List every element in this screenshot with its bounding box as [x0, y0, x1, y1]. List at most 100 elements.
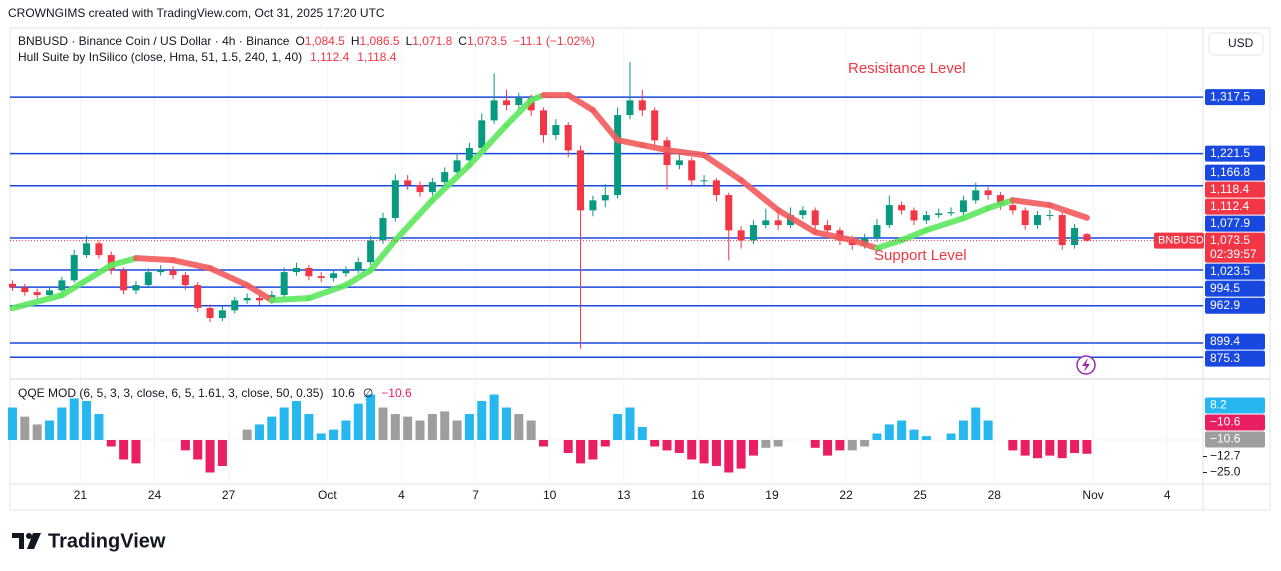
qqe-bar	[106, 440, 116, 447]
candle-body	[725, 195, 733, 231]
qqe-bar	[205, 440, 215, 473]
level-tag: 899.4	[1210, 334, 1240, 348]
qqe-legend: QQE MOD (6, 5, 3, 3, close, 6, 5, 1.61, …	[18, 386, 412, 400]
hull-segment	[701, 152, 745, 184]
candle-body	[144, 272, 152, 286]
qqe-tag: −10.6	[1210, 415, 1241, 429]
qqe-bar	[440, 411, 450, 441]
qqe-tick-label: −25.0	[1210, 465, 1241, 479]
qqe-bar	[662, 440, 672, 451]
candle-body	[342, 270, 350, 274]
qqe-bar	[1057, 440, 1067, 459]
candle-body	[898, 205, 906, 211]
qqe-tick-label: −12.7	[1210, 449, 1241, 463]
qqe-bar	[131, 440, 141, 464]
price-tag: 1,073.5	[1210, 233, 1250, 247]
qqe-bar	[267, 416, 277, 441]
qqe-bar	[588, 440, 598, 460]
currency[interactable]: USD	[1228, 36, 1254, 50]
candle-body	[243, 298, 251, 301]
candle-body	[83, 243, 91, 256]
x-tick-label: 28	[988, 488, 1002, 502]
candle-body	[996, 195, 1004, 206]
qqe-tag-box	[1205, 414, 1265, 431]
candle-body	[552, 125, 560, 136]
qqe-bar	[82, 401, 92, 441]
hull-segment	[58, 262, 115, 299]
candle-body	[959, 200, 967, 213]
candle-body	[428, 182, 436, 193]
candle-body	[910, 210, 918, 221]
qqe-bar	[7, 407, 17, 441]
qqe-bar	[353, 403, 363, 441]
level-tag-box	[1205, 145, 1265, 162]
qqe-bar	[1082, 440, 1092, 454]
hull-segment	[170, 257, 214, 272]
qqe-bar	[897, 420, 907, 441]
candle-body	[502, 100, 510, 106]
x-tick-label: Nov	[1082, 488, 1103, 502]
candle-body	[8, 283, 16, 288]
level-tag-box	[1205, 263, 1265, 280]
qqe-bar	[501, 407, 511, 441]
candle-body	[984, 190, 992, 196]
x-tick-label: 7	[472, 488, 479, 502]
hull-segment	[898, 227, 930, 244]
candle-body	[465, 148, 473, 161]
hull-segment	[342, 267, 374, 289]
qqe-bar	[847, 440, 857, 451]
candle-body	[490, 100, 498, 121]
candle-body	[441, 172, 449, 183]
symbol-tag: BNBUSD	[1158, 235, 1204, 247]
candle-body	[1034, 215, 1042, 226]
level-tag: 1,023.5	[1210, 264, 1250, 278]
qqe-value: 10.6	[331, 386, 355, 400]
qqe-bar	[1020, 440, 1030, 456]
level-tag-box	[1205, 280, 1265, 297]
qqe-value: ∅	[363, 386, 373, 400]
candle-body	[1071, 228, 1079, 246]
qqe-tag: −10.6	[1210, 432, 1241, 446]
ohlc-value: 1,071.8	[412, 34, 452, 48]
hull-segment	[108, 255, 139, 269]
level-tag: 1,166.8	[1210, 165, 1250, 179]
qqe-bar	[600, 440, 610, 447]
qqe-tag: 8.2	[1210, 398, 1227, 412]
qqe-bar	[415, 420, 425, 441]
candle-body	[799, 210, 807, 216]
qqe-bar	[57, 407, 67, 441]
chart-frame	[9, 27, 1271, 511]
level-tag: 1,317.5	[1210, 89, 1250, 103]
candle-body	[935, 213, 943, 216]
hull-segment	[812, 229, 856, 244]
hull-segment	[1046, 202, 1090, 221]
ohlc-key: L	[406, 34, 413, 48]
qqe-value: −10.6	[381, 386, 412, 400]
candle-body	[1083, 234, 1091, 241]
level-tag: 1,077.9	[1210, 216, 1250, 230]
qqe-bar	[452, 420, 462, 441]
candle-body	[453, 160, 461, 173]
qqe-bar	[180, 440, 190, 451]
currency-button[interactable]	[1208, 32, 1264, 56]
candle-body	[774, 220, 782, 226]
candle-body	[379, 218, 387, 241]
qqe-bar	[884, 424, 894, 441]
alert-icon[interactable]	[1076, 355, 1096, 375]
qqe-bar	[526, 420, 536, 441]
hull-segment	[565, 92, 596, 114]
candle-body	[169, 270, 177, 276]
qqe-bar	[748, 440, 758, 456]
candle-body	[305, 268, 313, 277]
candle-body	[1009, 205, 1017, 211]
candle-body	[1058, 215, 1066, 246]
candle-body	[885, 205, 893, 226]
qqe-bar	[1033, 440, 1043, 459]
candle-body	[416, 185, 424, 193]
hull-segment	[268, 295, 312, 304]
candle-body	[824, 225, 832, 231]
candle-body	[540, 110, 548, 136]
candle-body	[317, 276, 325, 278]
qqe-bar	[254, 424, 264, 441]
qqe-bar	[242, 429, 252, 441]
